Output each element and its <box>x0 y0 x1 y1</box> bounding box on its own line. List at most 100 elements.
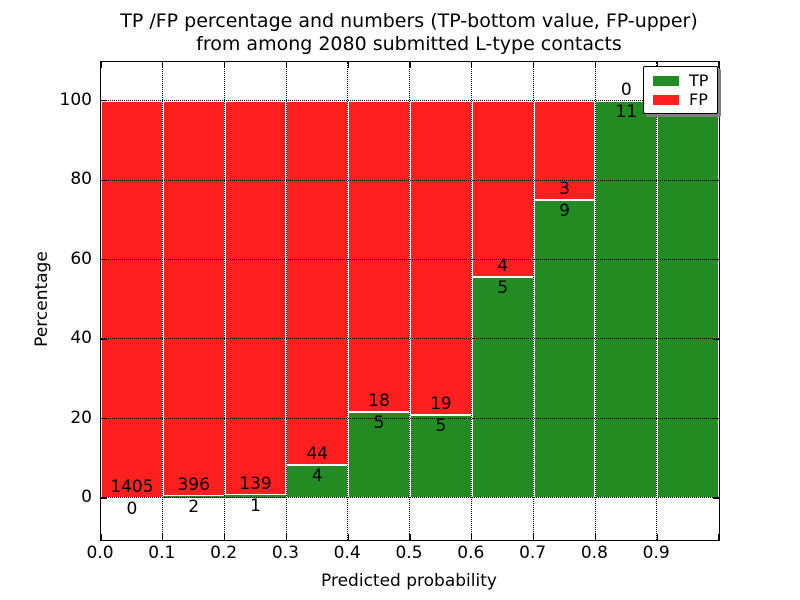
bar-label-tp: 4 <box>311 465 323 486</box>
gridline-vertical <box>162 62 164 540</box>
gridline-vertical <box>656 62 658 540</box>
x-tick-mark <box>347 62 349 68</box>
x-tick-mark <box>100 534 102 540</box>
x-tick-label: 0.7 <box>519 543 547 563</box>
gridline-vertical <box>532 62 534 540</box>
y-tick-mark <box>713 338 719 340</box>
x-tick-mark <box>471 62 473 68</box>
bar-segment-fp <box>286 100 349 465</box>
x-tick-mark <box>162 62 164 68</box>
x-tick-mark <box>224 534 226 540</box>
legend-label-fp: FP <box>689 90 708 109</box>
bar-label-tp: 5 <box>497 278 509 299</box>
gridline-vertical <box>471 62 473 540</box>
gridline-vertical <box>347 62 349 540</box>
bar-label-fp: 3 <box>559 179 570 200</box>
bar-segment-tp <box>224 495 287 498</box>
gridline-vertical <box>285 62 287 540</box>
y-tick-label: 80 <box>70 169 92 190</box>
legend-entry-fp: FP <box>653 90 708 109</box>
y-tick-mark <box>713 497 719 499</box>
chart-title: TP /FP percentage and numbers (TP-bottom… <box>100 10 718 56</box>
x-tick-mark <box>409 534 411 540</box>
bar-segment-fp <box>162 100 225 496</box>
tp-color-swatch <box>653 75 679 86</box>
x-tick-mark <box>718 534 720 540</box>
bar-segment-tp <box>162 495 225 498</box>
y-tick-label: 100 <box>59 89 92 110</box>
x-tick-label: 0.6 <box>457 543 485 563</box>
bar-segment-fp <box>348 100 410 412</box>
bar-label-fp: 18 <box>368 390 390 411</box>
bar-label-fp: 19 <box>430 394 452 415</box>
legend-label-tp: TP <box>689 71 709 90</box>
bar-label-fp: 1405 <box>110 476 154 497</box>
gridline-vertical <box>594 62 596 540</box>
gridline-horizontal <box>101 497 719 499</box>
y-tick-mark <box>713 417 719 420</box>
x-tick-label: 0.5 <box>395 543 423 563</box>
chart-title-line1: TP /FP percentage and numbers (TP-bottom… <box>120 10 698 32</box>
x-axis-label: Predicted probability <box>321 571 497 591</box>
bar-label-fp: 396 <box>177 474 210 495</box>
chart-title-line2: from among 2080 submitted L-type contact… <box>196 33 622 55</box>
gridline-vertical <box>409 62 411 540</box>
gridline-horizontal <box>101 258 719 260</box>
x-tick-mark <box>594 534 596 540</box>
bar-label-fp: 4 <box>497 256 509 277</box>
y-tick-label: 40 <box>70 328 92 349</box>
x-tick-mark <box>285 534 287 540</box>
x-tick-mark <box>656 62 658 68</box>
bar-label-fp: 139 <box>239 474 272 495</box>
x-tick-mark <box>471 534 473 540</box>
y-tick-mark <box>713 259 719 261</box>
plot-area: 14050396213914441851954539011010 <box>100 61 720 541</box>
gridline-horizontal <box>101 338 719 340</box>
x-tick-label: 0.0 <box>86 543 114 563</box>
y-tick-mark <box>101 179 107 181</box>
legend-entry-tp: TP <box>653 71 709 90</box>
gridline-horizontal <box>101 100 719 102</box>
bar-segment-tp <box>471 277 534 498</box>
x-tick-mark <box>594 62 596 68</box>
bar-label-tp: 11 <box>615 101 638 122</box>
x-tick-mark <box>533 534 535 540</box>
y-tick-label: 0 <box>81 486 92 507</box>
x-tick-mark <box>285 62 287 68</box>
bar-segment-fp <box>101 100 163 498</box>
y-tick-mark <box>101 497 107 499</box>
y-tick-label: 60 <box>70 248 92 269</box>
x-tick-mark <box>718 62 720 68</box>
bar-label-fp: 0 <box>620 79 632 100</box>
x-tick-label: 0.1 <box>148 543 176 563</box>
bar-label-tp: 5 <box>373 412 385 433</box>
bar-segment-fp <box>410 100 472 416</box>
x-tick-label: 0.2 <box>210 543 238 563</box>
y-tick-mark <box>101 259 107 261</box>
x-tick-mark <box>533 62 535 68</box>
x-tick-mark <box>224 62 226 68</box>
x-tick-label: 0.8 <box>580 543 608 563</box>
x-tick-mark <box>162 534 164 540</box>
gridline-horizontal <box>101 179 719 181</box>
fp-color-swatch <box>653 94 679 105</box>
x-tick-label: 0.3 <box>271 543 299 563</box>
bar-segment-fp <box>471 100 534 278</box>
x-tick-mark <box>409 62 411 68</box>
bar-label-tp: 5 <box>435 416 447 437</box>
bar-label-tp: 0 <box>126 498 138 519</box>
y-tick-mark <box>101 417 107 420</box>
x-tick-mark <box>100 62 102 68</box>
bar-segment-fp <box>224 100 287 496</box>
x-tick-label: 0.9 <box>642 543 670 563</box>
y-tick-mark <box>101 100 107 102</box>
bar-label-fp: 44 <box>306 443 329 464</box>
y-tick-mark <box>101 338 107 340</box>
x-tick-mark <box>347 534 349 540</box>
bar-label-tp: 1 <box>250 496 261 517</box>
bar-label-tp: 2 <box>188 496 200 517</box>
bar-segment-tp <box>657 100 719 498</box>
x-tick-mark <box>656 534 658 540</box>
gridline-vertical <box>223 62 225 540</box>
